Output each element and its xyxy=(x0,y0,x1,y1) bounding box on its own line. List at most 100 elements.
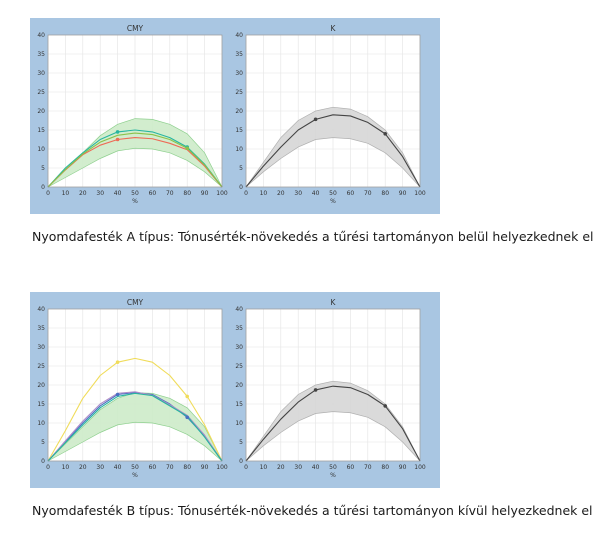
fig0-k-data-point-0 xyxy=(313,117,318,122)
fig1-cmy-y-tick-label: 0 xyxy=(41,458,45,465)
fig1-k-x-tick-label: 10 xyxy=(260,464,268,471)
fig1-cmy-x-tick-label: 70 xyxy=(166,464,174,471)
fig1-cmy-x-axis-label: % xyxy=(132,472,138,479)
fig1-k-y-tick-label: 10 xyxy=(235,420,243,427)
fig1-cmy-y-tick-label: 40 xyxy=(37,306,45,313)
fig1-k-y-tick-label: 15 xyxy=(235,401,243,408)
fig0-cmy-x-tick-label: 90 xyxy=(201,190,209,197)
fig0-k-y-tick-label: 15 xyxy=(235,127,243,134)
fig0-k-band-lower-edge xyxy=(245,137,421,188)
fig0-k-x-tick-label: 90 xyxy=(399,190,407,197)
figure-b-caption: Nyomdafesték B típus: Tónusérték-növeked… xyxy=(32,503,593,518)
fig1-k-y-tick-label: 40 xyxy=(235,306,243,313)
fig0-k-x-tick-label: 70 xyxy=(364,190,372,197)
fig0-cmy-y-tick-label: 25 xyxy=(37,89,45,96)
fig1-cmy-band-lower-edge xyxy=(47,421,223,462)
fig1-cmy-series-line-0 xyxy=(47,357,223,462)
fig1-cmy-x-tick-label: 20 xyxy=(79,464,87,471)
fig0-k-x-axis-label: % xyxy=(330,198,336,205)
fig1-cmy-panel-title: CMY xyxy=(127,298,144,307)
fig1-k-series-line-0 xyxy=(245,385,421,462)
fig1-cmy-x-tick-label: 80 xyxy=(183,464,191,471)
fig1-k-y-tick-label: 30 xyxy=(235,344,243,351)
fig0-k-x-tick-label: 10 xyxy=(260,190,268,197)
fig1-cmy-y-tick-label: 35 xyxy=(37,325,45,332)
fig0-cmy-series-line-0 xyxy=(47,129,223,188)
fig0-k-y-tick-label: 5 xyxy=(239,165,243,172)
fig0-k-panel-title: K xyxy=(331,24,337,33)
fig1-cmy-x-tick-label: 30 xyxy=(96,464,104,471)
fig1-cmy-data-point-1 xyxy=(115,392,120,397)
fig1-k-y-tick-label: 35 xyxy=(235,325,243,332)
fig0-cmy-x-tick-label: 40 xyxy=(114,190,122,197)
fig1-k-panel-title: K xyxy=(331,298,337,307)
fig0-cmy-x-tick-label: 0 xyxy=(46,190,50,197)
fig1-cmy-plot-frame xyxy=(47,308,223,462)
fig1-k-x-tick-label: 60 xyxy=(347,464,355,471)
fig0-k-plot-frame xyxy=(245,34,421,188)
fig1-k-data-point-1 xyxy=(383,404,388,408)
fig1-k-x-axis-label: % xyxy=(330,472,336,479)
fig1-cmy-series-line-3 xyxy=(47,392,223,462)
fig1-k-band-lower-edge xyxy=(245,411,421,462)
fig0-cmy-x-tick-label: 50 xyxy=(131,190,139,197)
figure-a: CMY 0 5 10 15 20 25 30 35 40 0 10 20 30 40 50 60 70 80 90 10… xyxy=(30,18,440,214)
fig0-k-y-tick-label: 0 xyxy=(239,184,243,191)
fig1-k-x-tick-label: 70 xyxy=(364,464,372,471)
fig1-cmy-x-tick-label: 10 xyxy=(62,464,70,471)
fig1-k-x-tick-label: 100 xyxy=(414,464,426,471)
fig0-cmy-data-point-3 xyxy=(185,146,189,151)
fig0-k-y-tick-label: 40 xyxy=(235,32,243,39)
fig0-k-y-tick-label: 10 xyxy=(235,146,243,153)
fig1-k-x-tick-label: 30 xyxy=(294,464,302,471)
fig0-cmy-x-axis-label: % xyxy=(132,198,138,205)
fig0-cmy-y-tick-label: 40 xyxy=(37,32,45,39)
fig0-cmy-series-line-2 xyxy=(47,132,223,188)
fig0-cmy-y-tick-label: 35 xyxy=(37,51,45,58)
fig0-k-y-tick-label: 30 xyxy=(235,70,243,77)
fig1-cmy-x-tick-label: 40 xyxy=(114,464,122,471)
fig0-k-x-tick-label: 100 xyxy=(414,190,426,197)
fig0-cmy-tolerance-band xyxy=(48,118,222,187)
figure-b: CMY 0 5 10 15 20 25 30 35 40 0 10 20 30 40 50 60 70 80 90 10… xyxy=(30,292,440,488)
fig0-cmy-data-point-0 xyxy=(115,130,120,134)
fig1-k-x-tick-label: 80 xyxy=(381,464,389,471)
fig0-cmy-x-tick-label: 20 xyxy=(79,190,87,197)
fig0-k-x-tick-label: 60 xyxy=(347,190,355,197)
fig1-cmy-x-tick-label: 90 xyxy=(201,464,209,471)
fig0-k-y-tick-label: 20 xyxy=(235,108,243,115)
fig1-k-y-tick-label: 0 xyxy=(239,458,243,465)
fig1-k-x-tick-label: 90 xyxy=(399,464,407,471)
fig0-k-x-tick-label: 80 xyxy=(381,190,389,197)
fig1-cmy-y-tick-label: 10 xyxy=(37,420,45,427)
fig0-k-tolerance-band xyxy=(246,107,420,187)
figure-a-caption: Nyomdafesték A típus: Tónusérték-növeked… xyxy=(32,229,594,244)
fig1-cmy-x-tick-label: 100 xyxy=(216,464,228,471)
fig1-cmy-y-tick-label: 20 xyxy=(37,382,45,389)
fig0-cmy-data-point-1 xyxy=(115,137,120,142)
fig0-cmy-x-tick-label: 60 xyxy=(149,190,157,197)
fig1-k-x-tick-label: 40 xyxy=(312,464,320,471)
fig1-cmy-x-tick-label: 60 xyxy=(149,464,157,471)
fig0-k-series-line-0 xyxy=(245,114,421,188)
fig0-k-data-point-1 xyxy=(383,132,388,136)
fig1-k-tolerance-band xyxy=(246,381,420,461)
fig1-k-y-tick-label: 5 xyxy=(239,439,243,446)
fig1-cmy-data-point-3 xyxy=(185,415,189,420)
fig1-k-plot-frame xyxy=(245,308,421,462)
fig0-k-x-tick-label: 50 xyxy=(329,190,337,197)
fig0-cmy-y-tick-label: 5 xyxy=(41,165,45,172)
fig1-k-band-upper-edge xyxy=(245,380,421,462)
fig0-k-x-tick-label: 40 xyxy=(312,190,320,197)
fig0-cmy-y-tick-label: 20 xyxy=(37,108,45,115)
fig1-cmy-series-line-2 xyxy=(47,391,223,462)
fig1-k-y-tick-label: 20 xyxy=(235,382,243,389)
fig1-cmy-y-tick-label: 15 xyxy=(37,401,45,408)
fig0-cmy-x-tick-label: 70 xyxy=(166,190,174,197)
fig0-cmy-y-tick-label: 10 xyxy=(37,146,45,153)
fig1-k-x-tick-label: 50 xyxy=(329,464,337,471)
fig0-k-x-tick-label: 30 xyxy=(294,190,302,197)
fig1-cmy-x-tick-label: 50 xyxy=(131,464,139,471)
